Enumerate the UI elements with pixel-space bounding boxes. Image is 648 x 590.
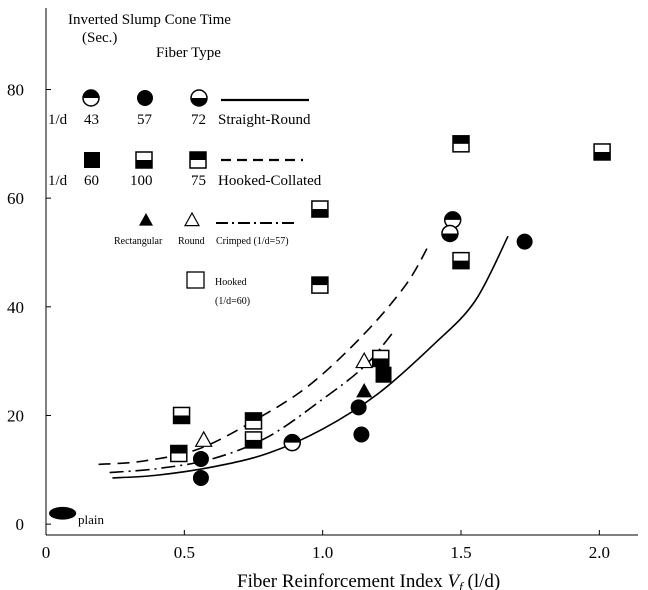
legend-marker-square-half-top <box>189 151 207 169</box>
data-point-circle-filled <box>516 233 533 250</box>
curve-dashed <box>98 246 429 466</box>
data-point-square-half-bottom <box>244 431 263 449</box>
data-point-circle-filled <box>192 469 209 486</box>
x-tick-label: 0.5 <box>174 543 195 562</box>
legend-value: 60 <box>84 173 99 189</box>
data-point-square-half-bottom <box>311 200 329 218</box>
y-tick-label: 40 <box>7 298 24 317</box>
curve-dashdot <box>109 333 393 474</box>
x-tick-label: 2.0 <box>589 543 610 562</box>
y-tick-label: 20 <box>7 406 24 425</box>
plain-label: plain <box>78 512 104 527</box>
x-axis-label-suffix: (l/d) <box>463 571 500 590</box>
legend-marker-square-filled <box>84 152 100 168</box>
legend-label-crimped: Crimped (1/d=57) <box>216 236 289 247</box>
legend-marker-circle-filled <box>137 90 153 106</box>
x-axis-label-var: V <box>448 571 462 590</box>
data-point-square-half-bottom <box>452 251 470 270</box>
y-tick-label: 0 <box>16 515 25 534</box>
fit-curves <box>98 235 509 479</box>
data-point-square-half-bottom <box>593 143 611 161</box>
legend-marker-triangle-open <box>183 211 201 227</box>
legend-label-straight-round: Straight-Round <box>218 112 311 128</box>
legend-value: 57 <box>137 112 153 128</box>
legend-straight-round: 1/d 43 57 72 Straight-Round <box>48 89 311 128</box>
legend-marker-square-half-bottom <box>135 151 153 169</box>
data-point-triangle-filled <box>356 383 373 398</box>
x-axis-label-prefix: Fiber Reinforcement Index <box>237 571 448 590</box>
y-tick-label: 80 <box>7 80 24 99</box>
data-points <box>49 135 611 520</box>
x-axis-label: Fiber Reinforcement Index Vf (l/d) <box>237 571 500 590</box>
data-point-square-filled <box>375 366 392 383</box>
legend-hooked: Hooked (1/d=60) <box>186 271 250 307</box>
data-point-square-half-top <box>452 135 470 153</box>
data-point-ellipse-filled <box>49 506 77 520</box>
data-point-square-half-bottom <box>372 349 390 368</box>
data-point-circle-half-bottom <box>441 224 459 243</box>
legend-value: 43 <box>84 112 99 128</box>
legend-label-rectangular: Rectangular <box>114 236 163 247</box>
legend-label-round: Round <box>178 236 205 247</box>
data-point-circle-filled <box>350 399 367 416</box>
legend-label-hooked-note: (1/d=60) <box>215 296 250 307</box>
legend-marker-square-open <box>186 271 205 289</box>
data-point-square-half-top <box>170 444 188 463</box>
legend-value: 75 <box>191 173 206 189</box>
fiber-type-title: Fiber Type <box>156 45 221 61</box>
legend-value: 100 <box>130 173 153 189</box>
legend-crimped: Rectangular Round Crimped (1/d=57) <box>114 211 294 247</box>
data-point-square-half-bottom <box>172 406 191 425</box>
chart-title: Inverted Slump Cone Time <box>68 12 231 28</box>
data-point-circle-half-top <box>283 433 301 452</box>
x-axis-label-sub: f <box>459 579 465 590</box>
x-tick-label: 0 <box>42 543 51 562</box>
axis-ticks: 0 0.5 1.0 1.5 2.0 0 20 40 60 80 <box>7 80 610 562</box>
legend-ld-label: 1/d <box>48 112 68 128</box>
legend-marker-triangle-filled <box>139 213 153 226</box>
legend-label-hooked-collated: Hooked-Collated <box>218 173 322 189</box>
data-point-triangle-open <box>194 430 213 447</box>
data-point-square-half-top <box>311 276 329 294</box>
data-point-circle-filled <box>192 450 209 467</box>
x-tick-label: 1.5 <box>450 543 471 562</box>
y-tick-label: 60 <box>7 189 24 208</box>
legend-marker-circle-half-top <box>82 89 100 107</box>
data-point-circle-filled <box>353 426 370 443</box>
data-point-square-half-top <box>244 412 263 430</box>
legend-ld-label: 1/d <box>48 173 68 189</box>
legend-marker-circle-half-bottom <box>190 89 208 107</box>
curve-solid <box>112 235 509 479</box>
y-axis-unit: (Sec.) <box>82 30 117 46</box>
legend-hooked-collated: 1/d 60 100 75 Hooked-Collated <box>48 151 322 189</box>
data-point-triangle-open <box>355 351 374 369</box>
x-tick-label: 1.0 <box>312 543 333 562</box>
legend-value: 72 <box>191 112 206 128</box>
legend-label-hooked: Hooked <box>215 277 247 288</box>
